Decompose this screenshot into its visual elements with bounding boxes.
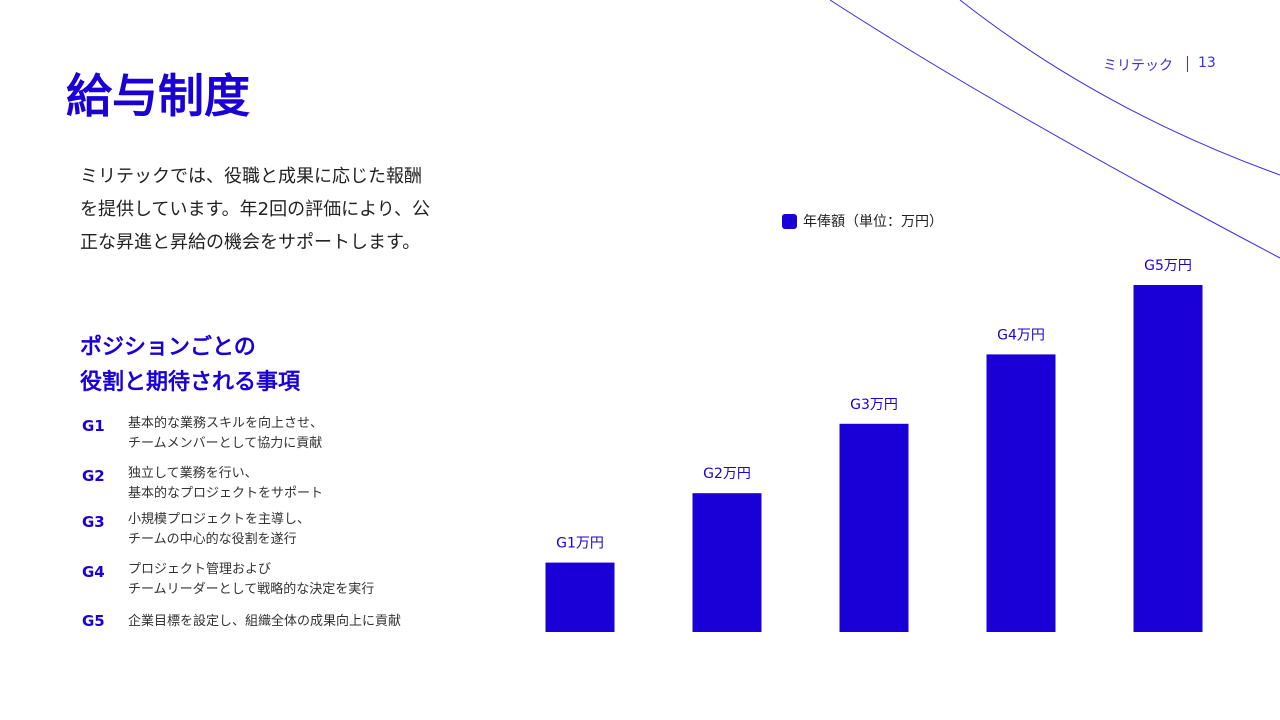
role-text: 独立して業務を行い、 xyxy=(128,466,258,481)
role-text: 基本的なプロジェクトをサポート xyxy=(128,486,324,501)
role-text: 企業目標を設定し、組織全体の成果向上に貢献 xyxy=(128,614,402,629)
deco-curve xyxy=(959,0,1280,176)
role-grade: G2 xyxy=(82,467,105,485)
description: を提供しています。年2回の評価により、公 xyxy=(80,199,431,220)
role-grade: G3 xyxy=(82,513,105,531)
value-label: G3万円 xyxy=(850,397,898,413)
value-label: G4万円 xyxy=(997,327,1045,343)
section-heading: ポジションごとの xyxy=(80,335,256,360)
role-text: 基本的な業務スキルを向上させ、 xyxy=(128,416,324,431)
brand: ミリテック xyxy=(1103,58,1173,74)
legend-swatch xyxy=(782,214,797,229)
description: 正な昇進と昇給の機会をサポートします。 xyxy=(80,232,421,253)
value-label: G2万円 xyxy=(703,466,751,482)
role-text: 小規模プロジェクトを主導し、 xyxy=(128,512,311,527)
separator xyxy=(1187,56,1188,72)
value-label: G5万円 xyxy=(1144,258,1192,274)
description: ミリテックでは、役職と成果に応じた報酬 xyxy=(80,166,422,187)
role-grade: G5 xyxy=(82,612,105,630)
bar xyxy=(692,493,762,632)
value-label: G1万円 xyxy=(556,536,604,552)
bar xyxy=(839,423,909,632)
bar xyxy=(545,562,615,632)
role-text: プロジェクト管理および xyxy=(128,562,272,577)
bar xyxy=(1133,285,1203,632)
role-text: チームリーダーとして戦略的な決定を実行 xyxy=(128,582,375,597)
legend-label: 年俸額（単位：万円） xyxy=(803,214,943,230)
page-number: 13 xyxy=(1198,55,1216,71)
section-heading: 役割と期待される事項 xyxy=(80,370,301,395)
deco-curve xyxy=(829,0,1280,259)
bar xyxy=(986,354,1056,632)
role-grade: G4 xyxy=(82,563,105,581)
title: 給与制度 xyxy=(66,69,250,123)
role-text: チームメンバーとして協力に貢献 xyxy=(128,436,323,451)
role-text: チームの中心的な役割を遂行 xyxy=(128,532,297,547)
role-grade: G1 xyxy=(82,417,105,435)
